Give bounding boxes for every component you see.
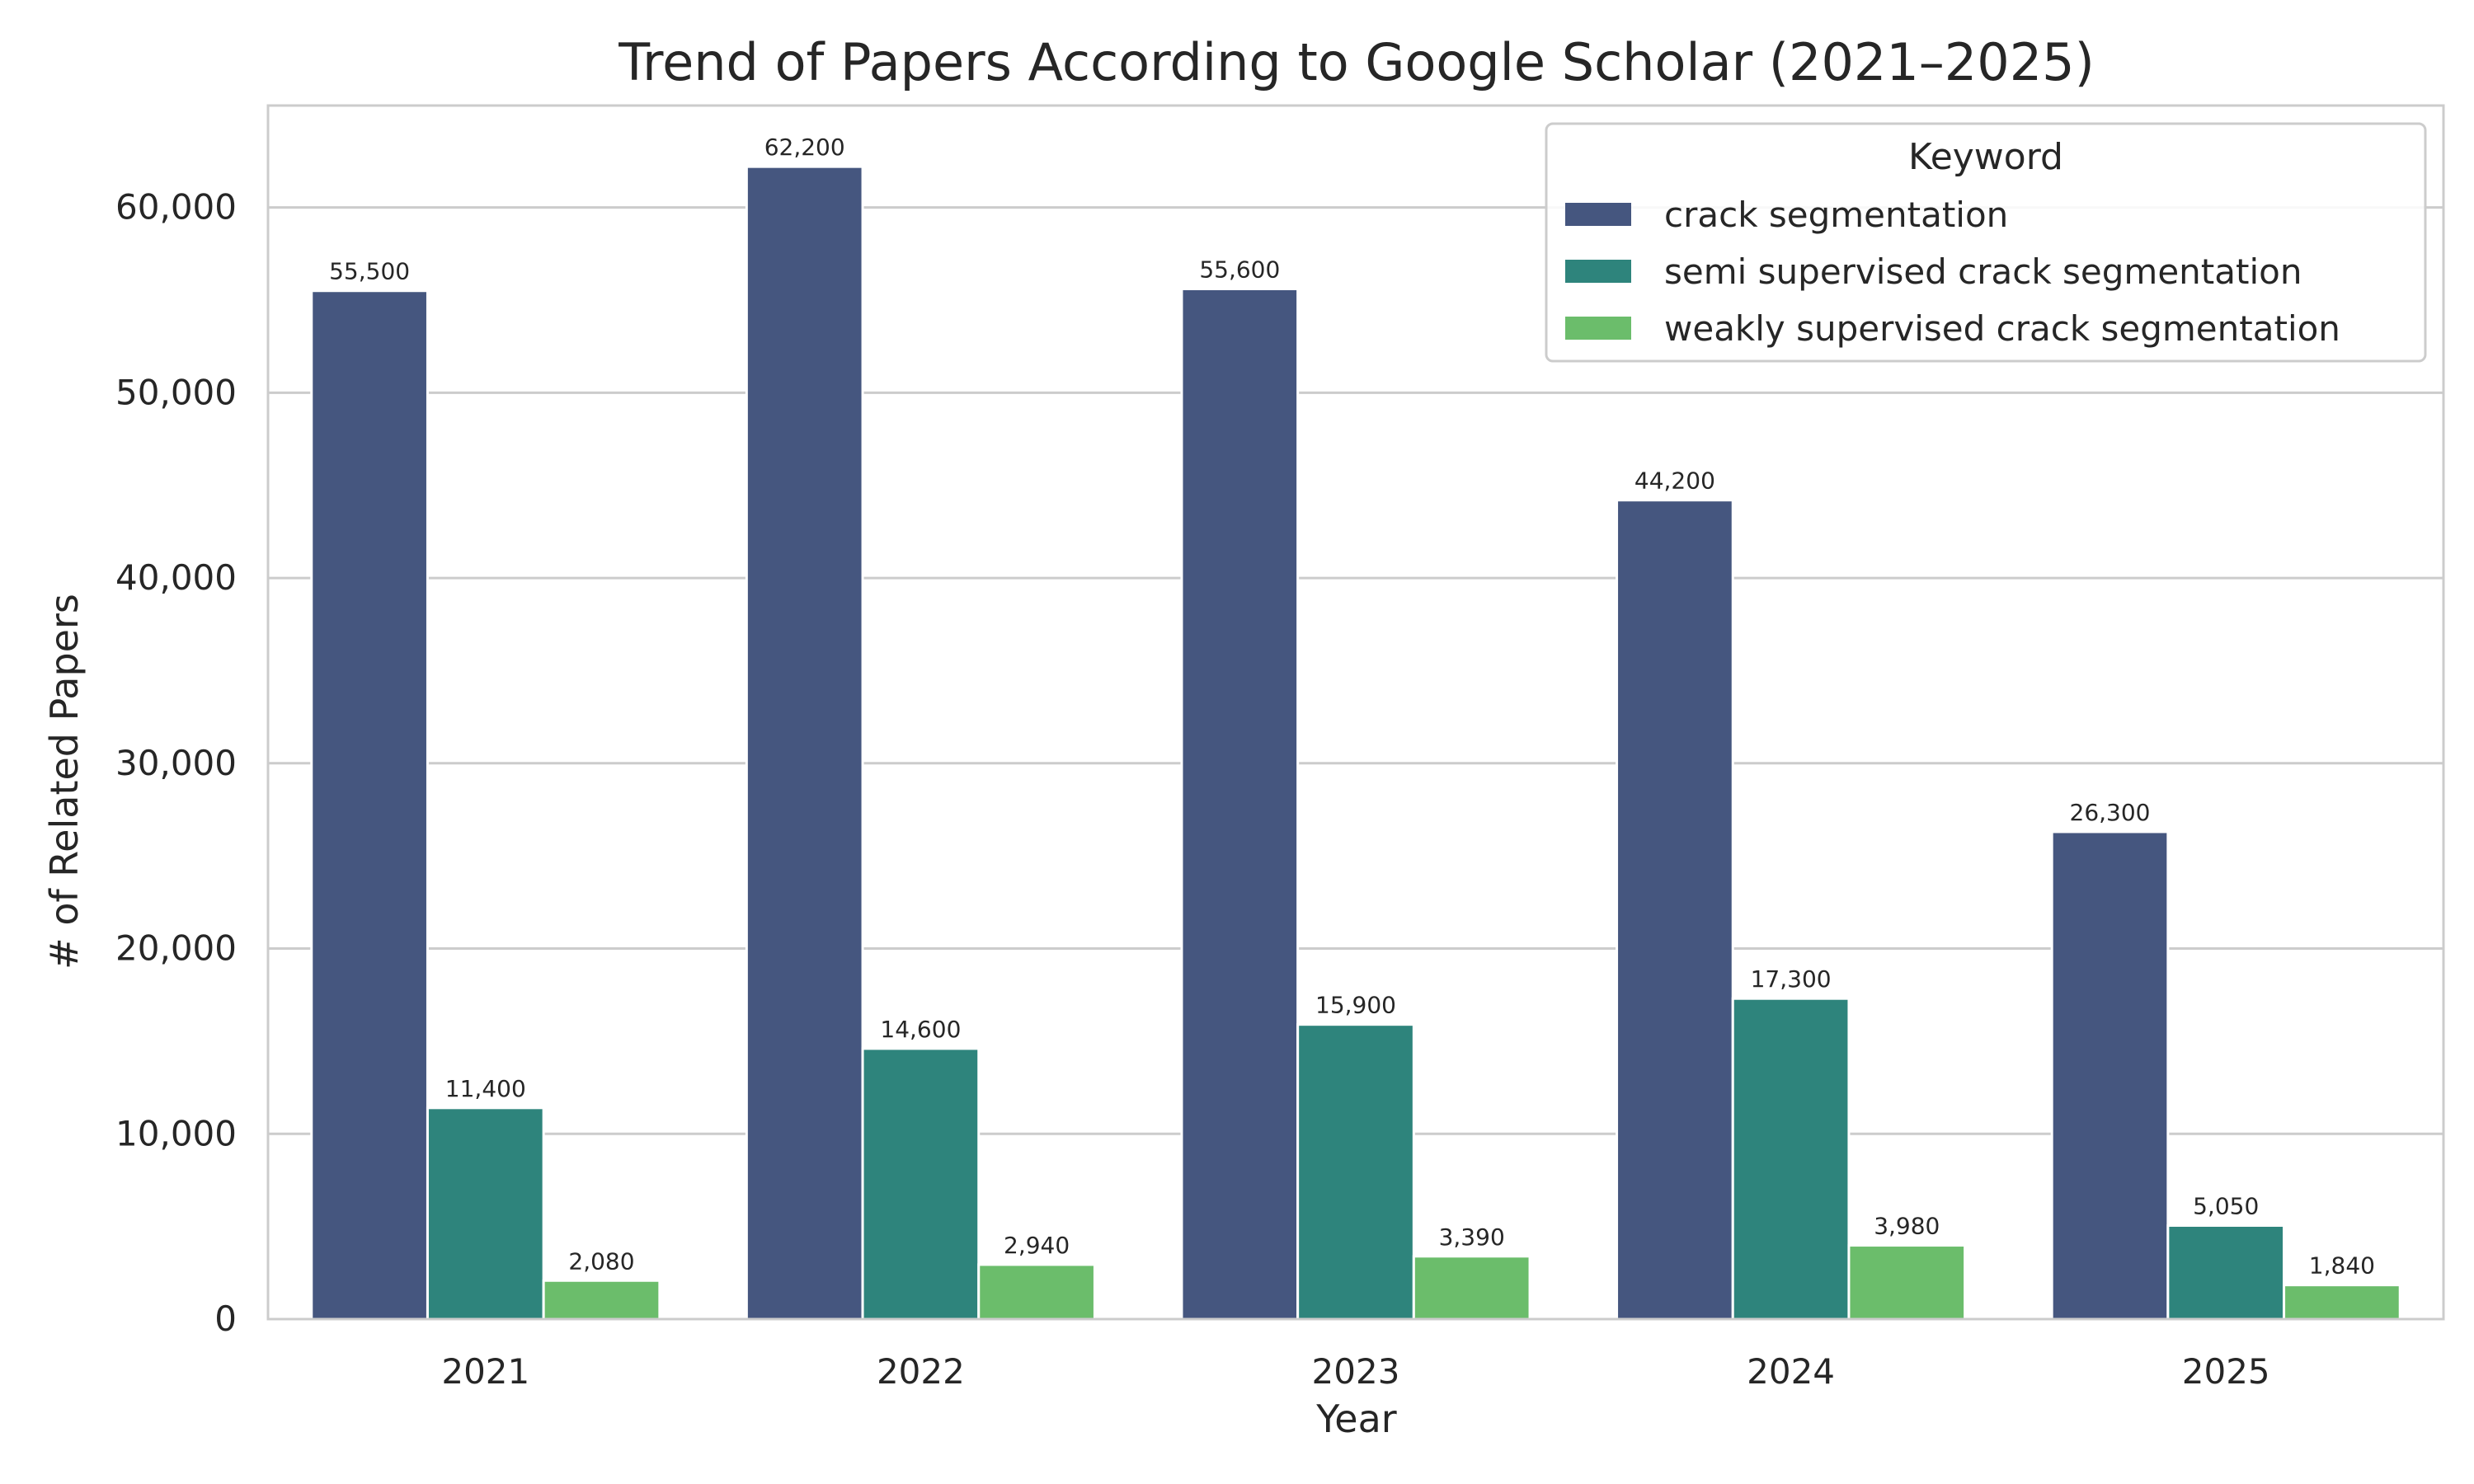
bar-value-label: 62,200 <box>764 134 845 161</box>
legend-label: weakly supervised crack segmentation <box>1664 308 2340 349</box>
bar <box>977 1263 1096 1321</box>
bar-value-label: 44,200 <box>1634 467 1715 495</box>
y-tick-label: 10,000 <box>115 1113 237 1153</box>
x-axis-label: Year <box>1315 1397 1396 1441</box>
bar <box>426 1106 545 1321</box>
bar-value-label: 11,400 <box>445 1075 526 1102</box>
bar <box>1412 1255 1531 1321</box>
legend-box <box>1545 122 2427 363</box>
y-tick-label: 30,000 <box>115 743 237 783</box>
bar <box>310 289 429 1321</box>
y-axis-ticks: 0 10,000 20,000 30,000 40,000 50,000 60,000 <box>115 187 237 1339</box>
gridlines <box>268 206 2443 1321</box>
bar <box>542 1279 661 1321</box>
y-tick-label: 60,000 <box>115 187 237 228</box>
legend-label: semi supervised crack segmentation <box>1664 251 2302 292</box>
bar-value-label: 3,390 <box>1439 1223 1505 1251</box>
y-tick-label: 40,000 <box>115 557 237 598</box>
bar <box>1296 1023 1415 1321</box>
bars <box>310 165 2401 1321</box>
bar-value-label: 15,900 <box>1315 992 1396 1019</box>
bar-value-label: 14,600 <box>880 1016 961 1043</box>
x-axis-ticks: 2021 2022 2023 2024 2025 <box>441 1351 2269 1392</box>
y-tick-label: 50,000 <box>115 372 237 412</box>
legend-title: Keyword <box>1908 136 2063 178</box>
bar-value-label: 5,050 <box>2193 1193 2259 1220</box>
bar-value-label: 55,600 <box>1199 256 1280 283</box>
bar <box>2166 1224 2286 1321</box>
plot-frame <box>266 104 2445 1321</box>
chart-title: Trend of Papers According to Google Scho… <box>618 32 2095 92</box>
bar <box>745 165 864 1321</box>
x-tick-label: 2024 <box>1747 1351 1835 1392</box>
x-tick-label: 2023 <box>1312 1351 1400 1392</box>
bar <box>2050 830 2170 1321</box>
legend-swatch <box>1565 260 1631 283</box>
x-tick-label: 2025 <box>2182 1351 2270 1392</box>
bar-value-label: 26,300 <box>2070 799 2151 826</box>
bar <box>1616 499 1734 1321</box>
bar <box>1731 997 1851 1321</box>
y-tick-label: 20,000 <box>115 928 237 969</box>
legend: Keyword crack segmentation semi supervise… <box>1545 122 2427 363</box>
x-tick-label: 2022 <box>877 1351 965 1392</box>
legend-label: crack segmentation <box>1664 195 2008 235</box>
y-axis-label: # of Related Papers <box>42 594 87 970</box>
x-tick-label: 2021 <box>441 1351 529 1392</box>
legend-swatch <box>1565 317 1631 340</box>
bar-value-label: 3,980 <box>1874 1213 1940 1240</box>
y-tick-label: 0 <box>214 1298 237 1339</box>
legend-swatch <box>1565 203 1631 226</box>
bar-value-label: 2,080 <box>568 1247 634 1275</box>
bar-value-label: 1,840 <box>2309 1252 2375 1280</box>
bar <box>1180 287 1300 1321</box>
bar <box>1847 1244 1967 1321</box>
bar <box>861 1047 981 1321</box>
data-labels: 55,500 11,400 2,080 62,200 14,600 2,940 55,600… <box>329 134 2375 1279</box>
bar-value-label: 55,500 <box>329 258 410 285</box>
bar-value-label: 17,300 <box>1751 965 1832 993</box>
bar <box>2283 1284 2401 1321</box>
bar-value-label: 2,940 <box>1004 1232 1070 1259</box>
